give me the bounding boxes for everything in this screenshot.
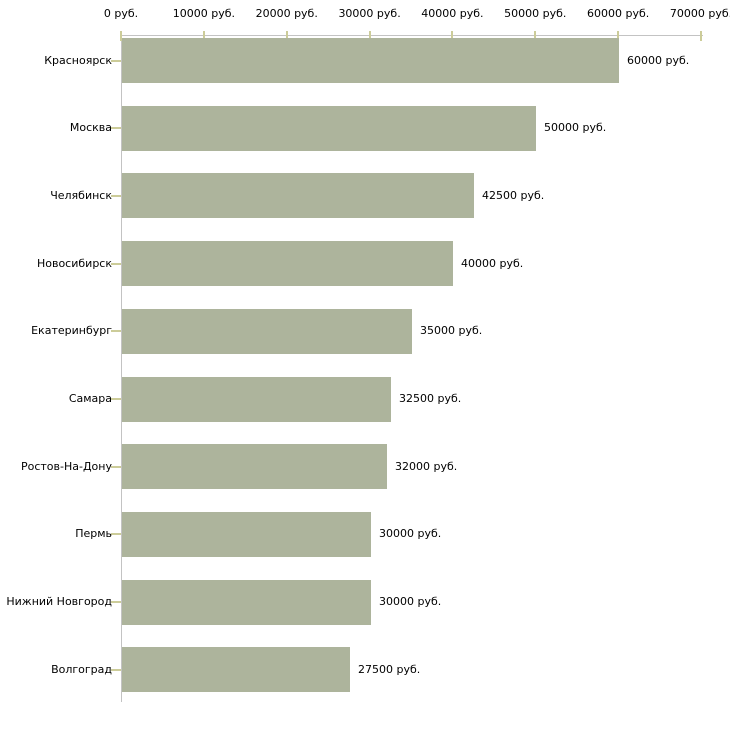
y-axis-tick-mark	[111, 601, 121, 603]
value-label: 32500 руб.	[399, 392, 462, 405]
category-label: Волгоград	[51, 663, 112, 676]
bar	[122, 580, 371, 625]
value-label: 30000 руб.	[379, 527, 442, 540]
x-axis-tick-label: 30000 руб.	[338, 7, 401, 20]
y-axis-tick-mark	[111, 195, 121, 197]
category-label: Новосибирск	[36, 257, 112, 270]
value-label: 27500 руб.	[358, 663, 421, 676]
bar	[122, 173, 474, 218]
value-label: 50000 руб.	[544, 121, 607, 134]
category-label: Красноярск	[44, 54, 112, 67]
x-axis-tick-mark	[534, 31, 537, 41]
y-axis-tick-mark	[111, 263, 121, 265]
value-label: 60000 руб.	[627, 54, 690, 67]
x-axis-tick-mark	[700, 31, 703, 41]
x-axis-tick-label: 40000 руб.	[421, 7, 484, 20]
bar	[122, 309, 412, 354]
bar	[122, 241, 453, 286]
value-label: 32000 руб.	[395, 460, 458, 473]
x-axis-tick-mark	[202, 31, 205, 41]
y-axis-tick-mark	[111, 533, 121, 535]
x-axis-tick-label: 20000 руб.	[255, 7, 318, 20]
value-label: 30000 руб.	[379, 595, 442, 608]
y-axis-tick-mark	[111, 330, 121, 332]
x-axis-tick-label: 10000 руб.	[172, 7, 235, 20]
value-label: 40000 руб.	[461, 257, 524, 270]
x-axis-tick-label: 70000 руб.	[669, 7, 730, 20]
bar	[122, 647, 350, 692]
y-axis-tick-mark	[111, 466, 121, 468]
x-axis-tick-mark	[285, 31, 288, 41]
category-label: Ростов-На-Дону	[20, 460, 112, 473]
bar	[122, 377, 391, 422]
bar	[122, 512, 371, 557]
x-axis-line	[121, 35, 703, 36]
x-axis-tick-label: 60000 руб.	[587, 7, 650, 20]
y-axis-tick-mark	[111, 669, 121, 671]
y-axis-tick-mark	[111, 127, 121, 129]
x-axis-tick-mark	[120, 31, 122, 41]
category-label: Самара	[68, 392, 112, 405]
category-label: Екатеринбург	[31, 324, 112, 337]
x-axis-tick-mark	[451, 31, 454, 41]
bar	[122, 38, 619, 83]
bar	[122, 106, 536, 151]
y-axis-tick-mark	[111, 398, 121, 400]
y-axis-tick-mark	[111, 60, 121, 62]
category-label: Москва	[69, 121, 112, 134]
value-label: 35000 руб.	[420, 324, 483, 337]
value-label: 42500 руб.	[482, 189, 545, 202]
x-axis-tick-label: 50000 руб.	[504, 7, 567, 20]
y-axis-line	[121, 35, 122, 702]
x-axis-tick-mark	[368, 31, 371, 41]
category-label: Нижний Новгород	[6, 595, 112, 608]
category-label: Пермь	[75, 527, 112, 540]
bar	[122, 444, 387, 489]
category-label: Челябинск	[50, 189, 112, 202]
x-axis-tick-label: 0 руб.	[103, 7, 139, 20]
x-axis-tick-mark	[617, 31, 620, 41]
